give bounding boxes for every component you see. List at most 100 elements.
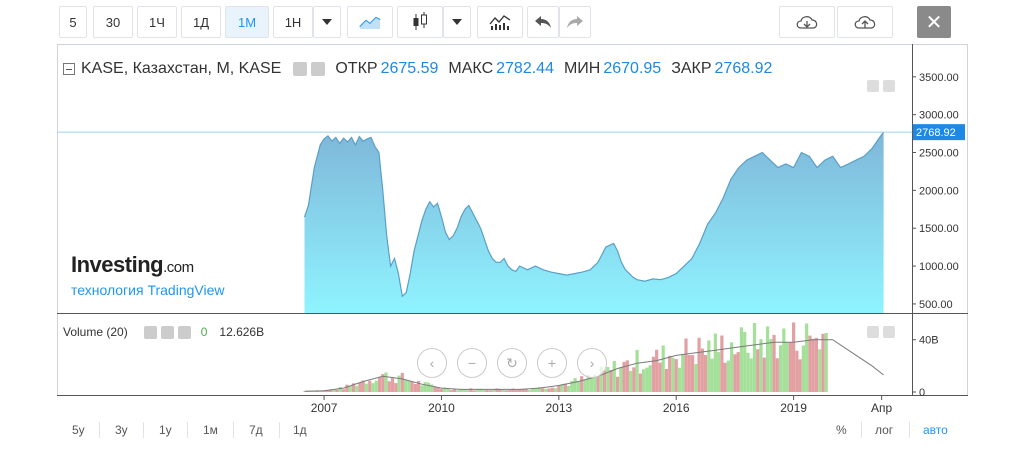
y-tick-label: 1000.00 — [919, 261, 959, 273]
volume-bar — [475, 388, 479, 392]
last-price-label: 2768.92 — [916, 127, 956, 139]
load-chart-button[interactable] — [779, 6, 835, 38]
interval-1d-button[interactable]: 1Д — [181, 6, 221, 38]
volume-bar — [469, 388, 473, 392]
volume-bar — [446, 389, 450, 392]
volume-bar — [756, 349, 760, 392]
range-3y-button[interactable]: 3y — [115, 423, 128, 437]
volume-bar — [759, 339, 763, 392]
volume-bar — [351, 383, 356, 392]
volume-bar — [325, 390, 329, 392]
volume-bar — [769, 339, 773, 392]
range-1m-button[interactable]: 1м — [203, 423, 218, 437]
move-bottom-icon[interactable] — [883, 80, 895, 92]
volume-bar — [501, 389, 506, 392]
reset-button[interactable]: ↻ — [497, 348, 527, 378]
volume-bar — [400, 372, 404, 392]
zoom-in-button[interactable]: + — [537, 348, 567, 378]
volume-bar — [703, 355, 708, 392]
volume-bar — [736, 352, 740, 392]
volume-bar — [589, 376, 594, 392]
volume-bar — [772, 334, 776, 392]
area-chart-icon — [359, 16, 381, 29]
volume-bar — [635, 349, 639, 392]
x-tick-label: 2010 — [428, 401, 455, 415]
volume-bar — [495, 388, 499, 392]
volume-bar — [684, 338, 688, 392]
indicators-button[interactable] — [477, 6, 523, 38]
scroll-left-button[interactable]: ‹ — [417, 348, 447, 378]
interval-1m-button[interactable]: 1М — [225, 6, 269, 38]
volume-bar — [544, 388, 548, 392]
price-chart[interactable]: 3500.00 3000.00 2500.00 2000.00 1500.00 1000.… — [55, 0, 970, 420]
x-tick-label: 2016 — [663, 401, 690, 415]
collapse-icon[interactable] — [63, 63, 75, 75]
volume-bar — [661, 345, 665, 392]
interval-1h-button[interactable]: 1Ч — [137, 6, 177, 38]
volume-bar — [514, 390, 519, 392]
undo-button[interactable] — [527, 6, 559, 38]
range-1d-button[interactable]: 1д — [293, 423, 307, 437]
volume-bar — [671, 357, 675, 392]
x-tick-label: Апр — [871, 401, 893, 415]
volume-bar — [599, 366, 603, 392]
interval-30-button[interactable]: 30 — [93, 6, 133, 38]
volume-bar — [782, 328, 786, 392]
volume-bar — [681, 354, 685, 392]
move-down-icon[interactable] — [867, 80, 879, 92]
chart-style-dropdown-button[interactable] — [443, 6, 471, 38]
volume-bar — [818, 349, 822, 392]
volume-bar — [505, 390, 509, 392]
volume-bar — [436, 387, 440, 392]
range-1y-button[interactable]: 1y — [159, 423, 172, 437]
close-button[interactable]: ✕ — [917, 6, 951, 38]
volume-bar — [795, 350, 799, 392]
zoom-out-button[interactable]: − — [457, 348, 487, 378]
volume-bar — [358, 382, 362, 392]
volume-bar — [527, 390, 532, 392]
volume-bar — [407, 380, 411, 392]
volume-bar — [306, 391, 310, 392]
volume-bar — [537, 387, 541, 392]
remove-icon[interactable] — [177, 325, 191, 339]
volume-bar — [674, 359, 678, 392]
move-up-icon[interactable] — [867, 326, 879, 338]
volume-bar — [746, 352, 750, 392]
redo-button[interactable] — [559, 6, 591, 38]
volume-bar — [612, 361, 616, 392]
settings-icon[interactable] — [311, 62, 326, 76]
range-7d-button[interactable]: 7д — [249, 423, 263, 437]
log-scale-button[interactable]: лог — [875, 423, 894, 437]
volume-bar — [550, 387, 554, 392]
scroll-right-button[interactable]: › — [577, 348, 607, 378]
interval-5-button[interactable]: 5 — [59, 6, 87, 38]
eye-icon[interactable] — [143, 325, 157, 339]
chart-style-area-button[interactable] — [347, 6, 393, 38]
move-top-icon[interactable] — [883, 326, 895, 338]
volume-bar — [628, 370, 633, 392]
eye-icon[interactable] — [293, 62, 308, 76]
volume-bar — [651, 356, 656, 392]
volume-bar — [762, 357, 766, 392]
auto-scale-button[interactable]: авто — [923, 423, 948, 437]
save-chart-button[interactable] — [837, 6, 893, 38]
interval-1w-button[interactable]: 1Н — [273, 6, 313, 38]
interval-dropdown-button[interactable] — [313, 6, 341, 38]
settings-icon[interactable] — [160, 325, 174, 339]
volume-bar — [557, 385, 561, 392]
volume-bar — [788, 342, 792, 392]
volume-bar — [775, 358, 779, 392]
high-label: МАКС — [448, 60, 494, 77]
percent-scale-button[interactable]: % — [836, 423, 847, 437]
volume-bar — [792, 322, 796, 392]
last-price-badge — [913, 124, 965, 141]
volume-bar — [482, 389, 486, 392]
volume-bar — [723, 362, 727, 392]
volume-bar — [615, 376, 620, 392]
chart-style-candles-button[interactable] — [397, 6, 443, 38]
volume-bar — [377, 376, 382, 392]
volume-bar — [459, 389, 463, 392]
volume-bar — [583, 379, 587, 392]
redo-icon — [567, 16, 583, 28]
range-5y-button[interactable]: 5y — [72, 423, 85, 437]
